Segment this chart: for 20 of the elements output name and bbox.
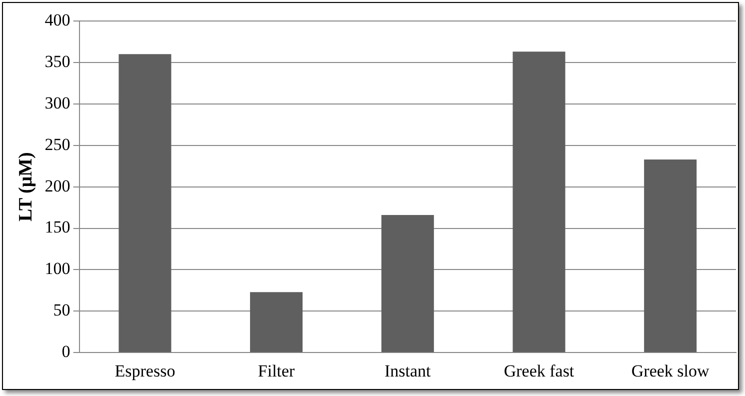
y-tick-label: 0 [62,342,70,362]
y-tick-label: 50 [53,300,70,320]
bar [381,214,434,352]
x-tick-label: Filter [258,361,296,380]
y-tick-label: 400 [44,10,70,30]
x-tick-label: Espresso [114,361,176,380]
bar [250,292,303,352]
y-tick-label: 150 [44,218,70,237]
y-tick-label: 200 [44,176,70,196]
x-tick-label: Greek fast [504,361,574,380]
y-tick-label: 100 [44,259,70,278]
bar [118,54,172,352]
bar [644,159,697,352]
y-tick-label: 250 [44,134,70,154]
x-tick-label: Instant [384,361,432,380]
x-tick-label: Greek slow [631,361,710,380]
bar [512,52,566,352]
y-tick-label: 350 [44,52,70,71]
y-tick-label: 300 [44,93,70,112]
y-axis-title: LT (μM) [15,152,36,222]
